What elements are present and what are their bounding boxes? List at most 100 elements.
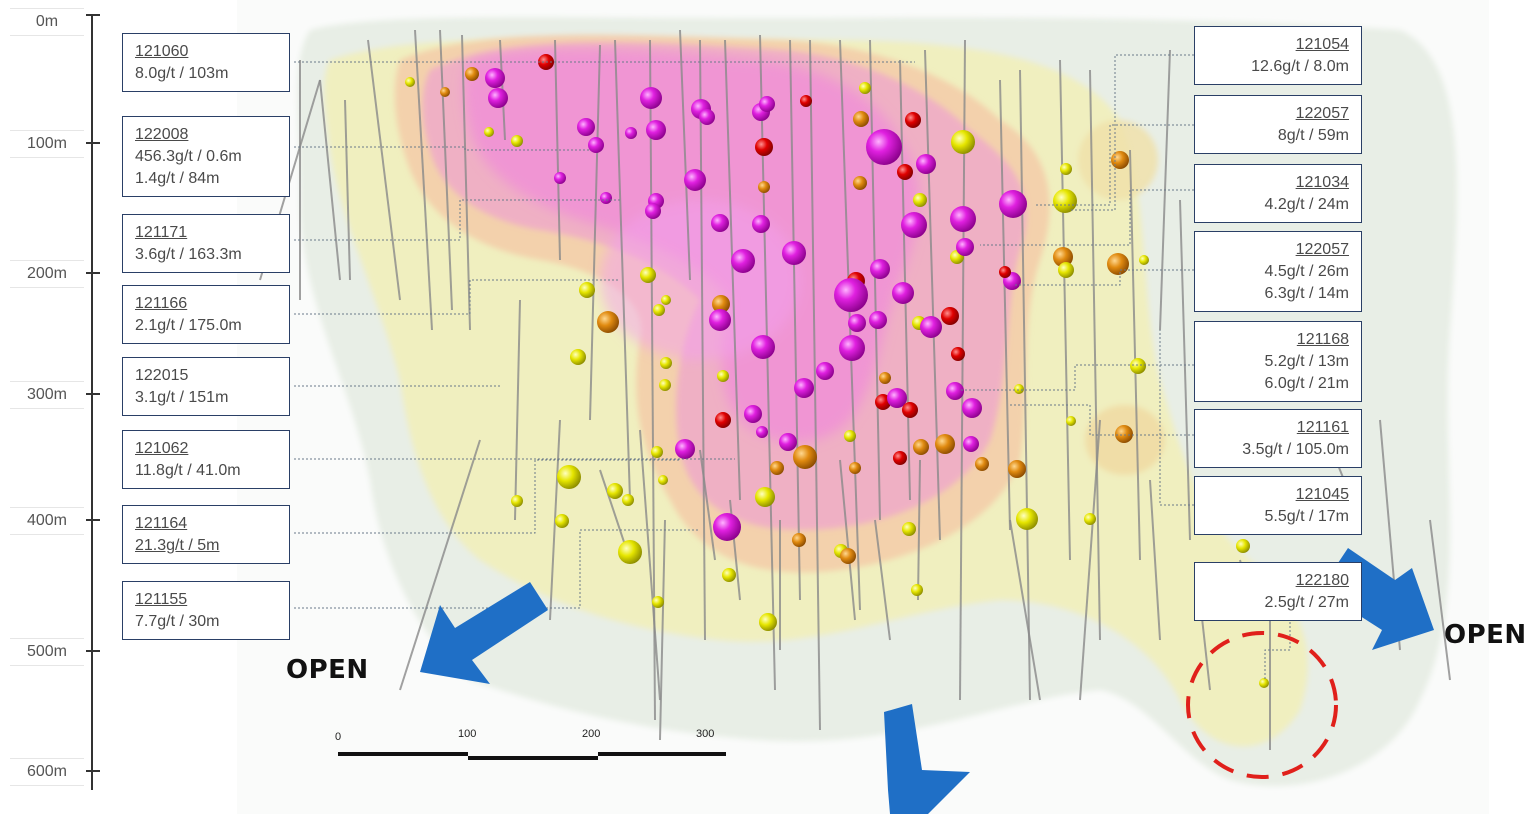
callout-intercept: 2.1g/t / 175.0m [135,317,242,334]
grade-sphere [793,445,817,469]
drill-trace [1089,69,1101,641]
grade-sphere [1107,253,1129,275]
drill-trace [439,29,453,311]
callout-121034: 121034 4.2g/t / 24m [1194,164,1362,223]
drill-hole-traces [259,29,1451,750]
grade-sphere [951,130,975,154]
drill-trace [367,39,401,301]
grade-sphere [920,316,942,338]
target-circle [1186,631,1338,779]
drill-trace [839,459,856,621]
grade-sphere [893,451,907,465]
grade-sphere [779,433,797,451]
callout-hole-id: 122180 [1295,572,1349,589]
grade-sphere [731,249,755,273]
grade-sphere [699,109,715,125]
callout-122057-b: 122057 4.5g/t / 26m 6.3g/t / 14m [1194,231,1362,312]
callout-121062: 121062 11.8g/t / 41.0m [122,430,290,489]
callout-hole-id: 121045 [1295,486,1349,503]
callout-intercept: 456.3g/t / 0.6m [135,148,242,165]
grade-sphere [607,483,623,499]
grade-sphere [892,282,914,304]
grade-sphere [752,215,770,233]
grade-sphere [577,118,595,136]
callout-hole-id: 122008 [135,126,189,143]
grade-sphere [879,372,891,384]
drill-trace [924,49,941,541]
callout-intercept: 21.3g/t / 5m [135,537,220,554]
grade-sphere [511,135,523,147]
callout-122057-a: 122057 8g/t / 59m [1194,95,1362,154]
grade-sphere [751,335,775,359]
grade-sphere [1053,189,1077,213]
grade-sphere [950,206,976,232]
grade-sphere [715,412,731,428]
drill-trace [699,449,716,561]
grade-sphere [645,203,661,219]
callout-intercept: 8.0g/t / 103m [135,65,229,82]
grade-sphere [713,513,741,541]
grade-sphere [659,379,671,391]
grade-shell-core [464,48,919,443]
grade-sphere [640,267,656,283]
callout-121155: 121155 7.7g/t / 30m [122,581,290,640]
grade-sphere [834,278,868,312]
callout-intercept: 4.5g/t / 26m [1264,263,1350,280]
grade-sphere [792,533,806,547]
grade-sphere [999,266,1011,278]
callout-121060: 121060 8.0g/t / 103m [122,33,290,92]
callout-intercept: 8g/t / 59m [1277,127,1349,144]
callout-intercept: 3.6g/t / 163.3m [135,246,242,263]
callout-leader-lines [294,54,1291,680]
drill-trace [874,519,891,641]
callout-intercept: 2.5g/t / 27m [1264,594,1350,611]
grade-sphere [711,214,729,232]
grade-sphere [555,514,569,528]
depth-label-500m: 500m [10,638,84,666]
grade-sphere [554,172,566,184]
callout-hole-id: 121034 [1295,174,1349,191]
grade-sphere [1259,678,1269,688]
grade-sphere [622,494,634,506]
grade-sphere [658,475,668,485]
grade-sphere [901,212,927,238]
grade-sphere [440,87,450,97]
grade-sphere [1016,508,1038,530]
open-arrow-down [884,704,970,814]
drill-trace [1179,199,1191,541]
grade-sphere [652,596,664,608]
callout-121168: 121168 5.2g/t / 13m 6.0g/t / 21m [1194,321,1362,402]
grade-sphere [849,462,861,474]
depth-label-0m: 0m [10,8,84,36]
open-label-left: OPEN [286,655,369,685]
grade-sphere [916,154,936,174]
drill-trace [319,79,341,281]
depth-axis-line [86,14,100,790]
drill-trace [899,59,911,501]
grade-sphere [859,82,871,94]
grade-sphere [946,382,964,400]
grade-sphere [887,388,907,408]
callout-hole-id: 121171 [135,224,188,241]
depth-label-400m: 400m [10,507,84,535]
drill-trace [1429,519,1451,681]
depth-label-200m: 200m [10,260,84,288]
callout-hole-id: 121164 [135,515,188,532]
depth-label-100m: 100m [10,130,84,158]
callout-hole-id: 121155 [135,591,188,608]
grade-sphere [661,295,671,305]
grade-sphere [570,349,586,365]
drill-trace [399,439,481,691]
grade-sphere [999,190,1027,218]
callout-hole-id: 122015 [135,367,189,384]
scale-bar [338,752,726,760]
callout-intercept: 1.4g/t / 84m [135,170,220,187]
grade-sphere [956,238,974,256]
grade-sphere [1115,425,1133,443]
callout-intercept: 6.0g/t / 21m [1264,375,1350,392]
grade-sphere [1060,163,1072,175]
grade-sphere [902,402,918,418]
drill-trace [724,39,741,501]
open-arrow-left [420,582,548,684]
callout-121166: 121166 2.1g/t / 175.0m [122,285,290,344]
